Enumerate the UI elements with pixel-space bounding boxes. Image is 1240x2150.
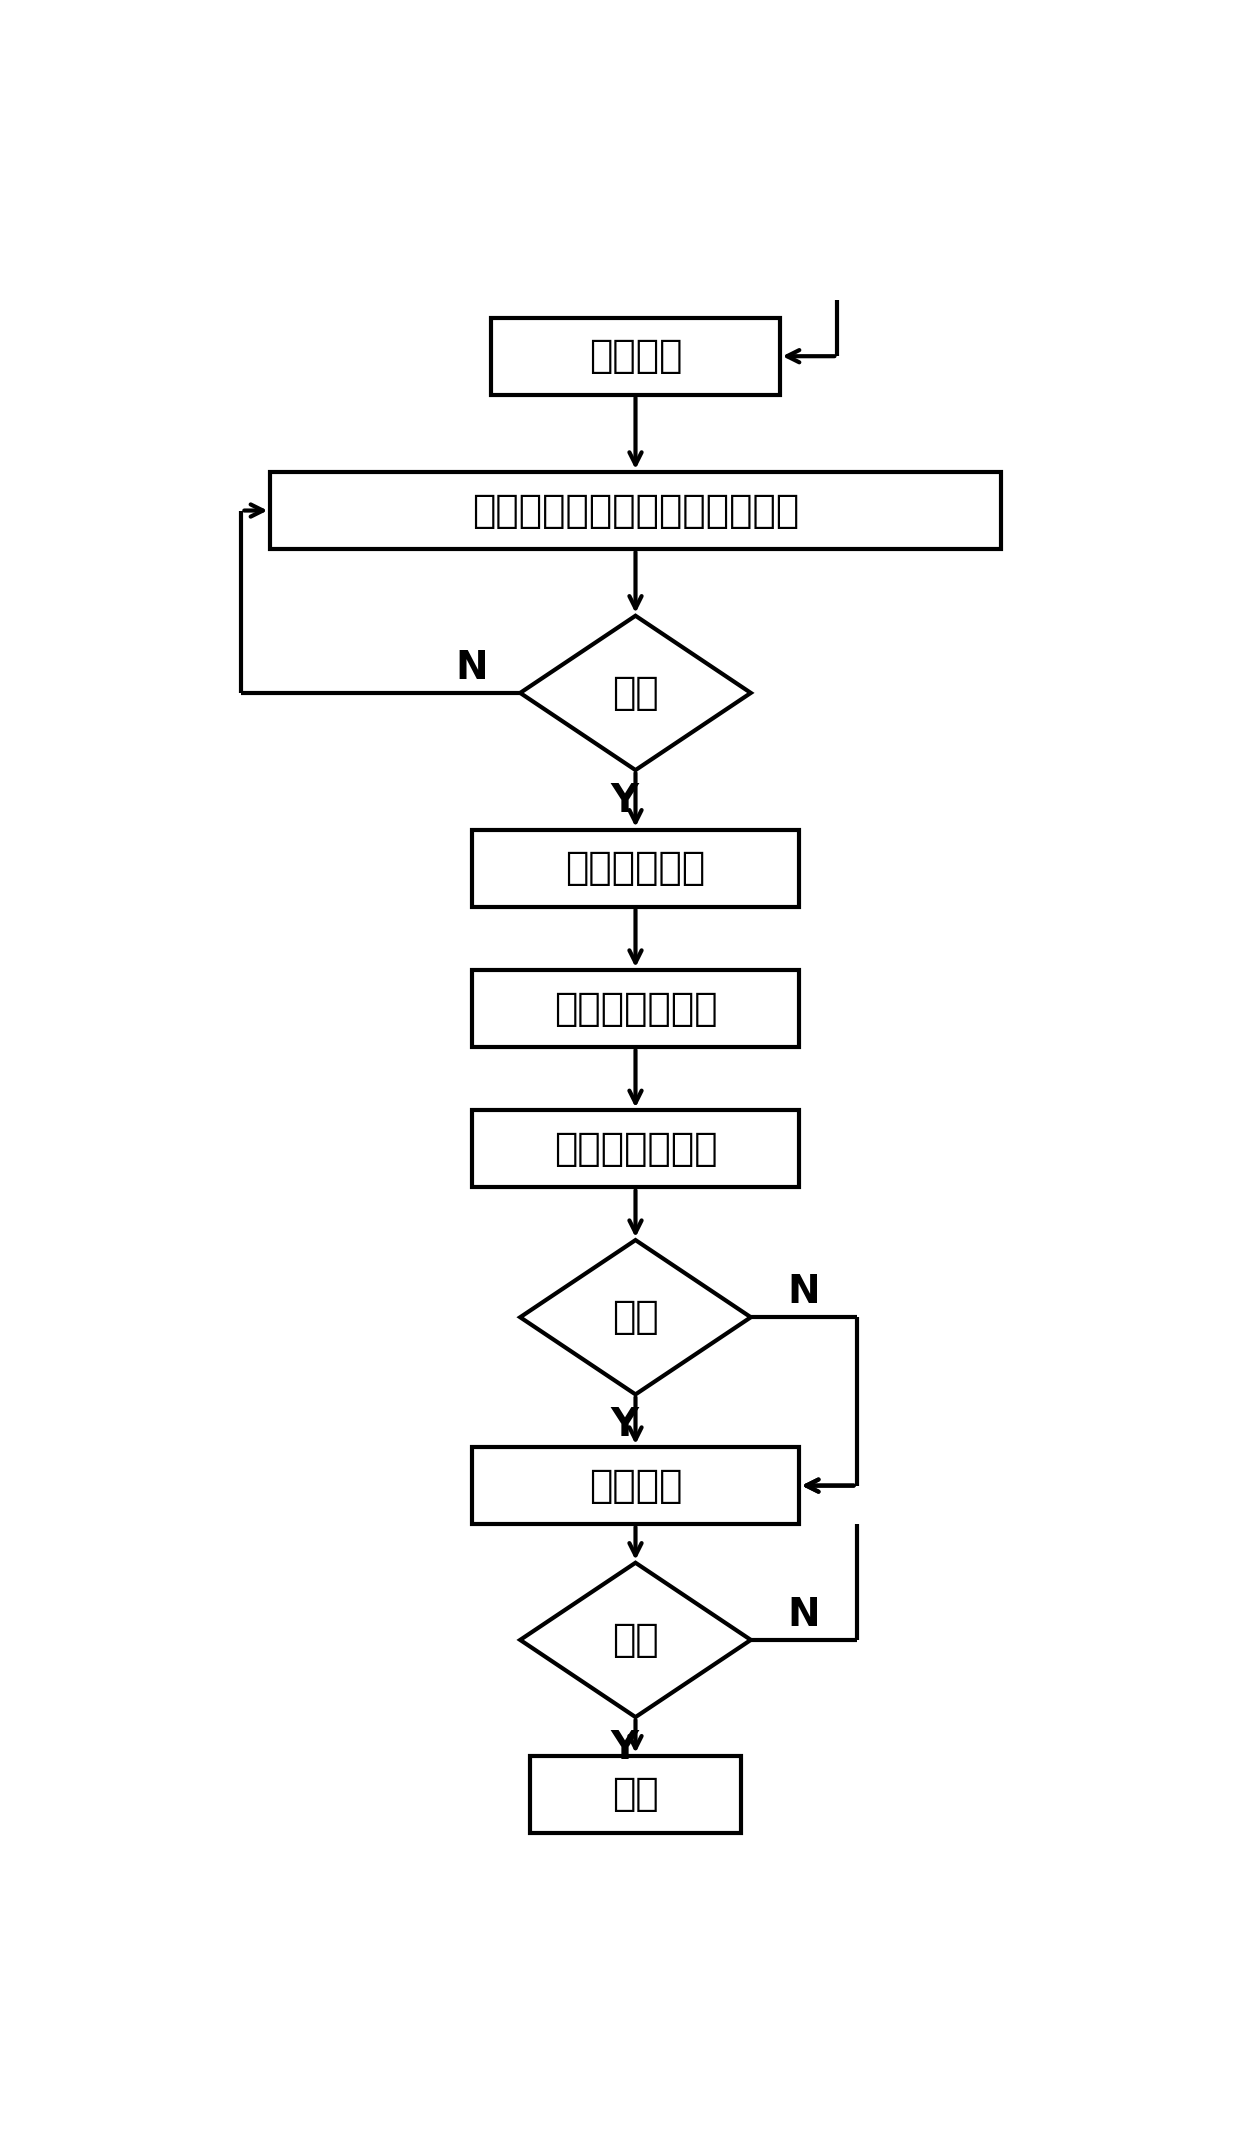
Bar (270, 473, 1001, 548)
Text: 得到纳米銀焚膏: 得到纳米銀焚膏 (554, 1131, 717, 1167)
Text: Y: Y (610, 783, 637, 819)
Text: 检测: 检测 (613, 1621, 658, 1660)
Text: 得到最佳体系: 得到最佳体系 (565, 849, 706, 888)
Text: N: N (456, 649, 489, 686)
Text: 应用: 应用 (613, 1776, 658, 1812)
Bar (472, 1447, 799, 1524)
Text: Y: Y (610, 1406, 637, 1445)
Text: 滴加水合膀溶液: 滴加水合膀溶液 (554, 989, 717, 1028)
Bar (491, 318, 780, 396)
Text: N: N (787, 1273, 820, 1312)
Text: 检测: 检测 (613, 1299, 658, 1337)
Polygon shape (521, 1563, 751, 1718)
Bar (472, 1109, 799, 1187)
Bar (472, 970, 799, 1047)
Polygon shape (521, 615, 751, 770)
Text: 检测: 检测 (613, 673, 658, 712)
Text: N: N (787, 1595, 820, 1634)
Polygon shape (521, 1241, 751, 1395)
Bar (529, 1757, 742, 1832)
Text: 配制混合硗酸銀反相微乳液体系: 配制混合硗酸銀反相微乳液体系 (472, 492, 799, 529)
Text: Y: Y (610, 1729, 637, 1767)
Bar (472, 830, 799, 907)
Text: 调节粘度: 调节粘度 (589, 1466, 682, 1505)
Text: 选择材料: 选择材料 (589, 338, 682, 376)
